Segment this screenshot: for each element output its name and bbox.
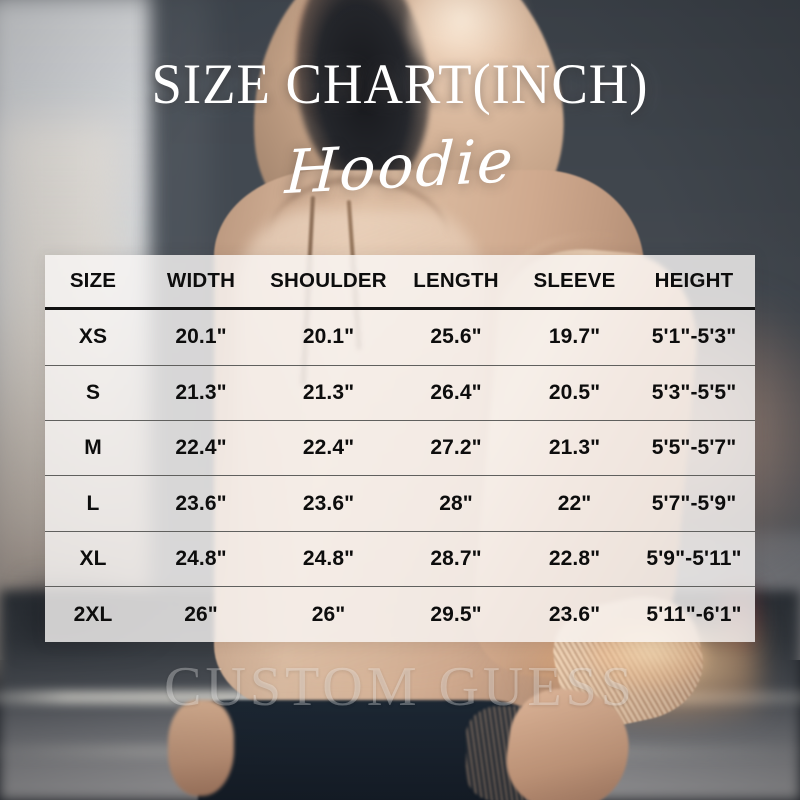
model-left-hand [168,700,234,796]
table-row: S 21.3" 21.3" 26.4" 20.5" 5'3"-5'5" [45,365,755,422]
cell-width: 23.6" [141,475,261,532]
cell-size: XL [45,531,141,588]
page-title: SIZE CHART(INCH) [151,53,649,116]
cell-length: 26.4" [396,365,516,422]
cell-size: S [45,365,141,422]
cell-shoulder: 24.8" [261,531,396,588]
table-row: L 23.6" 23.6" 28" 22" 5'7"-5'9" [45,475,755,532]
cell-width: 21.3" [141,365,261,422]
column-header-sleeve: SLEEVE [516,255,633,310]
column-header-shoulder: SHOULDER [261,255,396,310]
cell-size: 2XL [73,602,113,626]
cell-shoulder: 26" [311,602,346,626]
cell-sleeve: 19.7" [516,308,633,366]
cell-size: L [45,475,141,532]
cell-height: 5'3"-5'5" [633,365,755,422]
cell-length: 27.2" [396,420,516,477]
cell-height: 5'9"-5'11" [633,531,755,588]
cell-size: XS [45,308,141,366]
column-header-width: WIDTH [141,255,261,310]
cell-width: 20.1" [141,308,261,366]
column-header-size: SIZE [45,255,141,310]
cell-height: 5'11"-6'1" [646,602,742,626]
cell-width: 26" [184,602,218,626]
size-table-panel: SIZE WIDTH SHOULDER LENGTH SLEEVE HEIGHT… [45,255,755,642]
size-table: SIZE WIDTH SHOULDER LENGTH SLEEVE HEIGHT… [45,255,755,642]
table-row: XS 20.1" 20.1" 25.6" 19.7" 5'1"-5'3" [45,308,755,366]
cell-height: 5'1"-5'3" [633,308,755,366]
cell-length: 28.7" [396,531,516,588]
cell-length: 28" [396,475,516,532]
cell-shoulder: 22.4" [261,420,396,477]
cell-length: 25.6" [396,308,516,366]
cell-length: 29.5" [430,602,482,626]
cell-shoulder: 23.6" [261,475,396,532]
cell-sleeve: 22.8" [516,531,633,588]
cell-sleeve: 21.3" [516,420,633,477]
cell-size: M [45,420,141,477]
cell-sleeve: 22" [516,475,633,532]
table-header-row: SIZE WIDTH SHOULDER LENGTH SLEEVE HEIGHT [45,255,755,310]
cell-width: 24.8" [141,531,261,588]
table-row: M 22.4" 22.4" 27.2" 21.3" 5'5"-5'7" [45,420,755,477]
cell-shoulder: 21.3" [261,365,396,422]
cell-shoulder: 20.1" [261,308,396,366]
cell-width: 22.4" [141,420,261,477]
column-header-length: LENGTH [396,255,516,310]
cell-height: 5'5"-5'7" [633,420,755,477]
cell-sleeve: 23.6" [548,602,601,626]
table-row: XL 24.8" 24.8" 28.7" 22.8" 5'9"-5'11" [45,531,755,588]
hood-seam [268,176,448,237]
cell-sleeve: 20.5" [516,365,633,422]
cell-height: 5'7"-5'9" [633,475,755,532]
table-row: 2XL 26" 26" 29.5" 23.6" 5'11"-6'1" [45,587,755,642]
column-header-height: HEIGHT [633,255,755,310]
